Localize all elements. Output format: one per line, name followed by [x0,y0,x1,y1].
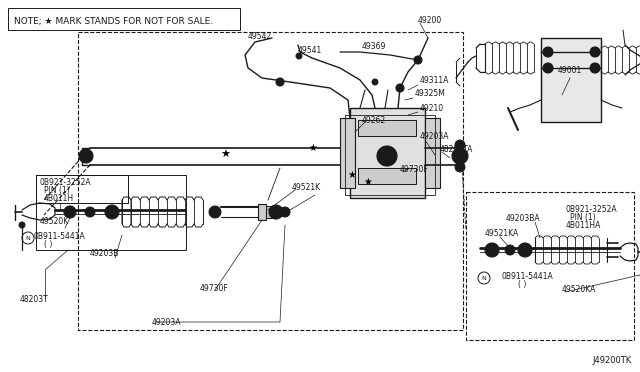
Circle shape [79,149,93,163]
Text: N: N [482,276,486,280]
Text: ( ): ( ) [518,280,526,289]
Circle shape [382,151,392,161]
Text: ★: ★ [364,177,372,187]
Text: 49203BA: 49203BA [506,214,541,223]
Text: NOTE; ★ MARK STANDS FOR NOT FOR SALE.: NOTE; ★ MARK STANDS FOR NOT FOR SALE. [14,16,213,26]
Text: ★: ★ [348,170,356,180]
Text: 4B011HA: 4B011HA [566,221,602,230]
Circle shape [82,152,90,160]
Text: 49325M: 49325M [415,89,446,98]
Text: PIN (1): PIN (1) [44,186,70,195]
Text: 49541: 49541 [298,46,323,55]
Circle shape [209,206,221,218]
Circle shape [64,206,76,218]
Text: N: N [26,235,30,241]
Text: 49542: 49542 [248,32,272,41]
Bar [36,175,186,250]
Text: ( ): ( ) [44,240,52,249]
Circle shape [590,47,600,57]
Text: 0B911-5441A: 0B911-5441A [34,232,86,241]
Text: 48203TA: 48203TA [440,145,474,154]
Circle shape [276,78,284,86]
Text: J49200TK: J49200TK [593,356,632,365]
Text: 49203A: 49203A [420,132,449,141]
Text: 49001: 49001 [558,66,582,75]
Text: 0B911-5441A: 0B911-5441A [502,272,554,281]
Text: 48203T: 48203T [20,295,49,304]
Circle shape [85,207,95,217]
Bar [266,206,272,218]
Text: 4B011H: 4B011H [44,194,74,203]
Circle shape [456,152,464,160]
Text: 0B921-3252A: 0B921-3252A [40,178,92,187]
Bar [340,118,355,188]
Circle shape [452,148,468,164]
Circle shape [372,79,378,85]
Circle shape [67,209,73,215]
Text: 49262: 49262 [362,116,386,125]
Circle shape [269,205,283,219]
Circle shape [590,63,600,73]
Text: 49210: 49210 [420,104,444,113]
Circle shape [518,243,532,257]
Circle shape [543,47,553,57]
Bar [350,108,425,198]
Bar [425,118,440,188]
Bar [8,8,240,30]
Text: ★: ★ [308,143,317,153]
Bar [466,192,634,340]
Circle shape [543,63,553,73]
Bar [78,32,463,330]
Text: 49311A: 49311A [420,76,449,85]
Text: 49203A: 49203A [152,318,182,327]
Circle shape [488,246,496,254]
Bar [358,120,416,136]
Text: 49730F: 49730F [400,165,429,174]
Bar [541,38,601,122]
Text: 49730F: 49730F [200,284,228,293]
Circle shape [396,84,404,92]
Circle shape [455,162,465,172]
Bar [36,175,128,203]
Circle shape [280,207,290,217]
Circle shape [19,222,25,228]
Text: 49369: 49369 [362,42,387,51]
Circle shape [296,53,302,59]
Circle shape [485,243,499,257]
Circle shape [521,246,529,254]
Circle shape [414,56,422,64]
Text: ★: ★ [220,150,230,160]
Text: 49203B: 49203B [90,249,120,258]
Text: 49200: 49200 [418,16,442,25]
Bar [345,115,435,195]
Text: 49520KA: 49520KA [562,285,596,294]
Circle shape [377,146,397,166]
Circle shape [108,208,116,216]
Circle shape [455,140,465,150]
Text: 0B921-3252A: 0B921-3252A [566,205,618,214]
Text: 49520K: 49520K [40,217,69,226]
Bar [358,168,416,184]
Text: 49521K: 49521K [292,183,321,192]
Bar [258,204,266,220]
Text: PIN (1): PIN (1) [570,213,596,222]
Circle shape [105,205,119,219]
Text: 49521KA: 49521KA [485,229,519,238]
Circle shape [505,245,515,255]
